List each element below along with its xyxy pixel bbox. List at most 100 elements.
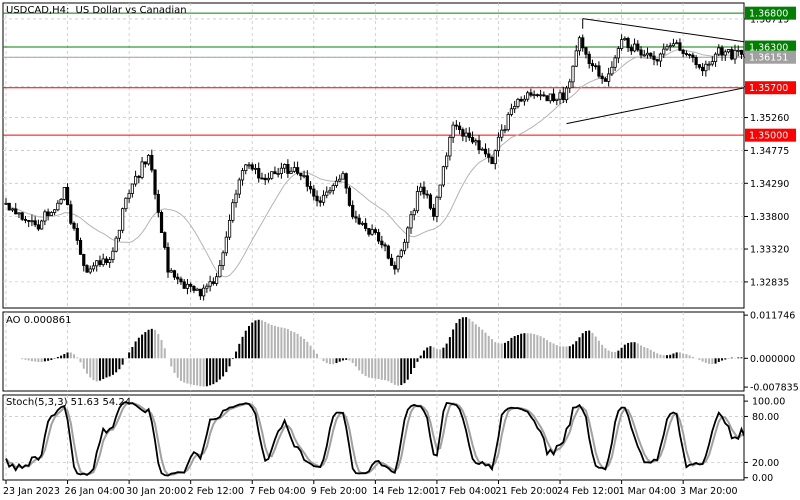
candle	[613, 55, 617, 71]
candle	[321, 190, 326, 206]
ao-title: AO 0.000861	[6, 315, 71, 326]
candle-body-bull	[503, 129, 507, 132]
candle-body-bull	[283, 164, 287, 169]
candle-body-bear	[364, 222, 368, 229]
candle-body-bear	[156, 193, 160, 213]
candle-body-bull	[396, 256, 400, 270]
candle	[108, 256, 112, 268]
candle-body-bull	[302, 175, 306, 178]
candle-body-bear	[584, 47, 588, 55]
candle	[743, 53, 744, 57]
time-tick-label: 26 Jan 04:00	[65, 486, 125, 497]
candle	[143, 161, 147, 168]
candle	[354, 210, 358, 223]
candle	[678, 38, 682, 52]
candle-body-bear	[7, 202, 11, 211]
price-tick-label: 1.32835	[750, 277, 789, 288]
candle-body-bear	[490, 156, 494, 165]
candle-body-bear	[432, 207, 436, 217]
candle-body-bear	[739, 49, 744, 55]
candle	[668, 42, 672, 52]
candle-body-bear	[678, 42, 682, 51]
candle-body-bear	[639, 49, 643, 56]
time-tick-label: 30 Jan 20:00	[126, 486, 186, 497]
candle	[551, 88, 556, 103]
candle	[312, 185, 316, 201]
time-tick-label: 3 Mar 20:00	[680, 486, 737, 497]
candle-body-bear	[33, 220, 37, 226]
candle	[344, 172, 348, 194]
candle	[292, 161, 296, 173]
candle-body-bull	[289, 170, 293, 174]
candle	[412, 208, 416, 221]
candle	[176, 273, 180, 285]
ao-tick-label: -0.007835	[750, 383, 799, 394]
candle-body-bear	[104, 258, 109, 263]
candle-body-bull	[642, 54, 646, 57]
candle-body-bull	[360, 222, 365, 225]
candle-body-bull	[88, 268, 92, 273]
candle	[713, 52, 718, 67]
candle	[483, 143, 488, 158]
time-tick-label: 1 Mar 04:00	[619, 486, 676, 497]
candle	[568, 78, 572, 94]
candle	[273, 166, 277, 175]
candle	[195, 287, 199, 291]
candle	[399, 248, 403, 259]
current-price-badge: 1.36151	[745, 50, 796, 64]
candle-body-bear	[380, 240, 384, 246]
candle	[448, 135, 452, 161]
candle	[88, 265, 92, 275]
candle-body-bear	[626, 38, 630, 49]
candle-body-bear	[14, 208, 18, 215]
candle	[302, 170, 306, 179]
candle	[717, 44, 721, 57]
candle	[257, 162, 261, 183]
candle-body-bull	[733, 49, 737, 60]
candle	[500, 124, 504, 142]
candle	[396, 254, 400, 273]
candle-body-bull	[59, 198, 63, 204]
candle-body-bear	[386, 245, 390, 259]
candle	[529, 88, 533, 98]
candle	[299, 172, 303, 181]
candle-body-bear	[179, 278, 183, 283]
candle-body-bear	[23, 218, 28, 221]
candle	[360, 221, 365, 226]
candle	[607, 67, 611, 87]
candle	[23, 215, 28, 224]
candle	[250, 162, 254, 171]
candle-body-bear	[461, 129, 465, 137]
candle	[189, 282, 193, 293]
stoch-main-line	[5, 401, 744, 477]
candle-body-bull	[480, 148, 484, 151]
candle-body-bull	[441, 166, 446, 186]
candle	[603, 76, 608, 82]
candle	[480, 147, 484, 151]
candle-body-bull	[276, 173, 280, 175]
support-high-badge: 1.35700	[745, 81, 796, 95]
candle-body-bull	[266, 177, 271, 181]
candle-body-bear	[581, 37, 585, 49]
candle	[649, 52, 653, 59]
candle	[467, 127, 471, 141]
symbol-label: USDCAD	[6, 5, 49, 16]
candle-body-bear	[305, 175, 309, 187]
candle-body-bear	[600, 75, 604, 80]
candle-body-bull	[218, 265, 222, 278]
candle-body-bull	[616, 48, 620, 59]
candle-body-bull	[234, 193, 238, 204]
candle	[224, 231, 228, 256]
candle-body-bull	[513, 106, 517, 110]
candle	[305, 170, 309, 192]
candle	[516, 97, 520, 109]
candle-body-bull	[555, 98, 559, 101]
candle-body-bear	[312, 188, 316, 197]
badge-background	[745, 50, 796, 64]
candle-body-bull	[108, 259, 112, 263]
candle-body-bull	[17, 212, 21, 215]
candle-body-bear	[172, 270, 177, 278]
candle	[367, 228, 371, 237]
candle-body-bear	[351, 204, 355, 218]
candle	[610, 61, 614, 77]
